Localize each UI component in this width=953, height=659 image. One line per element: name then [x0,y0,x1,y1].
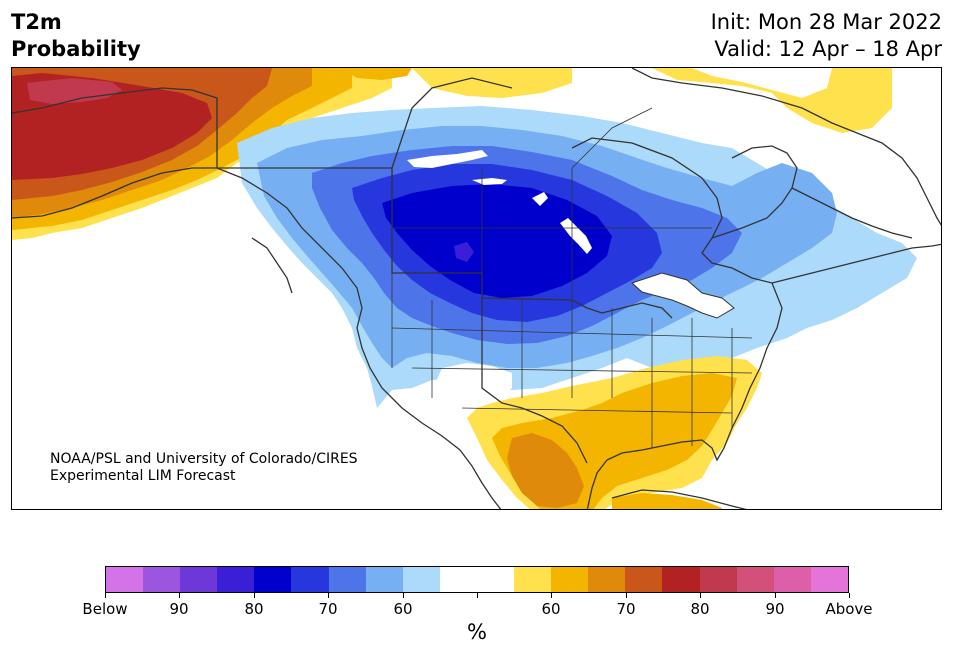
colorbar-tick-label-8: 80 [690,600,710,618]
forecast-dates: Init: Mon 28 Mar 2022 Valid: 12 Apr – 18… [711,9,942,63]
colorbar-unit: % [467,620,487,644]
cold-violet [454,242,474,262]
colorbar-bin-10 [476,567,515,592]
colorbar-tick-3 [328,593,329,598]
colorbar-bin-6 [328,567,366,592]
colorbar-bin-16 [699,567,737,592]
colorbar-tick-label-7: 70 [616,600,636,618]
colorbar-tick-6 [551,593,552,598]
arctic-island-gold [342,68,412,80]
credit-line-1: NOAA/PSL and University of Colorado/CIRE… [50,451,358,467]
valid-range: Valid: 12 Apr – 18 Apr [714,37,942,61]
cuba-gold [612,493,722,509]
colorbar-bin-1 [143,567,181,592]
southwest-white [434,363,512,410]
athabasca-lake [532,192,548,206]
colorbar-bin-3 [217,567,255,592]
colorbar-tick-7 [626,593,627,598]
colorbar-tick-4 [403,593,404,598]
init-date: Init: Mon 28 Mar 2022 [710,10,942,34]
south-orange [507,433,584,508]
colorbar-bin-0 [106,567,144,592]
colorbar-bin-8 [402,567,440,592]
map-title: T2m Probability [11,9,141,63]
title-line-2: Probability [11,37,141,61]
colorbar-bin-9 [439,567,477,592]
colorbar-tick-1 [179,593,180,598]
credit-line-2: Experimental LIM Forecast [50,468,236,484]
colorbar-bin-19 [810,567,848,592]
title-line-1: T2m [11,10,62,34]
colorbar-tick-label-10: Above [825,600,873,618]
alaska-crimson [27,78,122,104]
colorbar-tick-label-3: 70 [318,600,338,618]
colorbar-bin-15 [662,567,700,592]
colorbar-tick-label-9: 90 [765,600,785,618]
colorbar-bin-11 [514,567,552,592]
colorbar-bin-12 [551,567,589,592]
coastline [12,68,941,509]
great-lakes [631,272,735,319]
colorbar-bin-17 [736,567,774,592]
colorbar-bin-18 [773,567,811,592]
arctic-yellow [652,68,892,133]
map-credit: NOAA/PSL and University of Colorado/CIRE… [50,451,358,485]
state-borders [391,107,753,448]
colorbar-tick-label-0: Below [82,600,128,618]
colorbar-tick-label-1: 90 [169,600,189,618]
probability-colorbar [105,566,849,593]
colorbar-tick-label-4: 60 [393,600,413,618]
probability-map: NOAA/PSL and University of Colorado/CIRE… [11,67,942,510]
great-bear-lake [407,150,488,168]
colorbar-bin-14 [625,567,663,592]
colorbar-tick-5 [477,593,478,598]
colorbar-tick-10 [849,593,850,598]
colorbar-tick-label-2: 80 [244,600,264,618]
colorbar-bin-4 [254,567,292,592]
colorbar-bin-5 [291,567,329,592]
map-canvas [12,68,941,509]
colorbar-bin-2 [180,567,218,592]
great-slave-lake [472,178,507,185]
colorbar-bin-13 [588,567,626,592]
colorbar-tick-2 [254,593,255,598]
arctic-white [692,68,832,98]
colorbar-tick-9 [775,593,776,598]
lake-winnipeg [560,218,592,254]
colorbar-tick-0 [105,593,106,598]
colorbar-tick-label-6: 60 [541,600,561,618]
colorbar-bin-7 [365,567,403,592]
cold-deep [382,184,612,298]
colorbar-tick-8 [700,593,701,598]
